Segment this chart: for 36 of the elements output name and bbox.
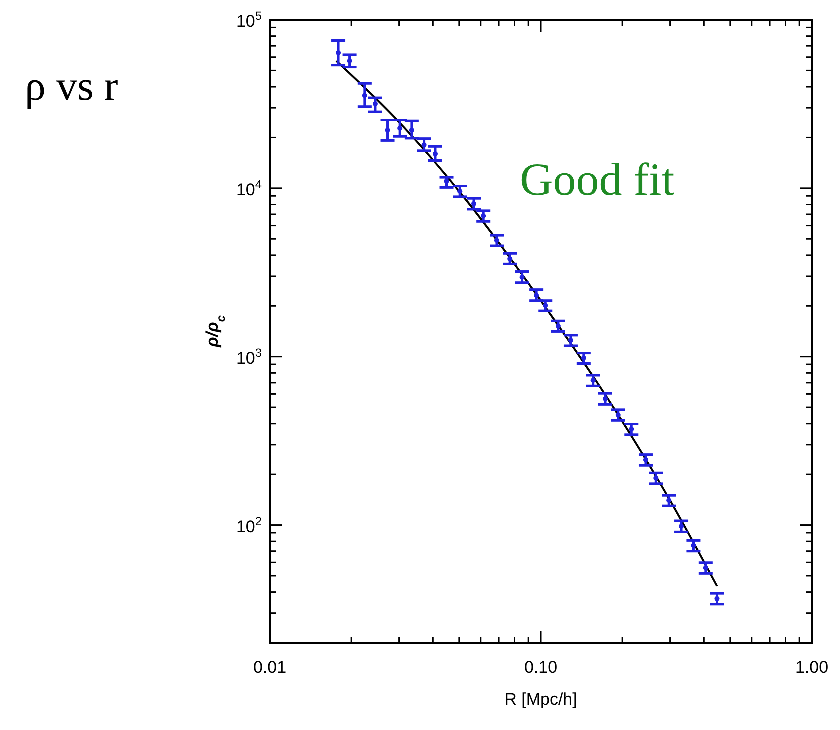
point [472, 201, 477, 206]
point [458, 189, 463, 194]
y-tick-label: 10$^{2}$ [236, 514, 262, 536]
point [409, 128, 414, 133]
point [494, 238, 500, 244]
point [385, 128, 390, 133]
y-tick-label: 10$^{4}$ [236, 177, 262, 200]
point [520, 274, 525, 280]
x-tick-label: 0.10 [524, 658, 558, 677]
point [666, 498, 672, 504]
point [691, 543, 696, 548]
point [714, 596, 720, 602]
annotation: Good fit [520, 154, 675, 205]
point [629, 426, 634, 432]
x-tick-label: 0.01 [253, 658, 287, 677]
point [422, 142, 427, 148]
point [372, 102, 378, 107]
point [543, 303, 548, 308]
y-tick-label: 10$^{3}$ [236, 346, 262, 368]
point [432, 152, 438, 157]
x-axis-title: R [Mpc/h] [504, 690, 578, 709]
point [581, 356, 586, 361]
point [398, 126, 403, 131]
point [654, 476, 659, 481]
point [336, 50, 342, 56]
point [347, 58, 352, 64]
x-tick-label: 1.00 [795, 658, 829, 677]
point [568, 338, 574, 344]
text: ρ vs r [25, 64, 118, 110]
point [703, 566, 708, 571]
y-tick-label: 10$^{5}$ [236, 9, 262, 31]
point [481, 214, 486, 219]
point [556, 324, 561, 329]
point [679, 524, 684, 529]
point [508, 256, 513, 262]
point [643, 458, 648, 463]
